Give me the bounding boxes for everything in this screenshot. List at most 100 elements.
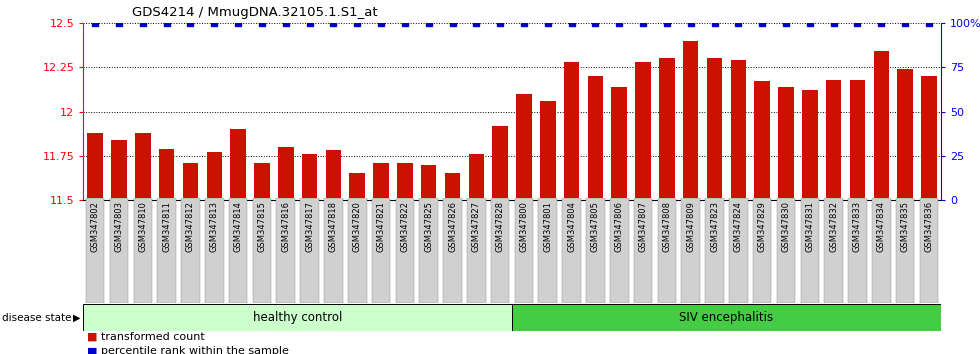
Bar bbox=[276, 198, 295, 303]
Text: GSM347805: GSM347805 bbox=[591, 201, 600, 252]
Text: GSM347823: GSM347823 bbox=[710, 201, 719, 252]
Bar bbox=[588, 76, 603, 200]
Text: GSM347806: GSM347806 bbox=[614, 201, 623, 252]
Text: GSM347802: GSM347802 bbox=[91, 201, 100, 252]
Bar bbox=[564, 62, 579, 200]
Text: GSM347825: GSM347825 bbox=[424, 201, 433, 252]
Bar bbox=[158, 198, 176, 303]
Bar bbox=[254, 163, 270, 200]
Text: disease state: disease state bbox=[2, 313, 72, 323]
Text: GDS4214 / MmugDNA.32105.1.S1_at: GDS4214 / MmugDNA.32105.1.S1_at bbox=[132, 6, 378, 19]
Bar bbox=[182, 163, 198, 200]
Text: GSM347814: GSM347814 bbox=[233, 201, 243, 252]
Text: GSM347821: GSM347821 bbox=[376, 201, 385, 252]
Bar bbox=[635, 62, 651, 200]
Bar bbox=[610, 198, 628, 303]
Bar bbox=[802, 90, 817, 200]
Bar bbox=[135, 133, 151, 200]
Text: GSM347813: GSM347813 bbox=[210, 201, 219, 252]
Bar bbox=[778, 87, 794, 200]
Text: GSM347833: GSM347833 bbox=[853, 201, 862, 252]
Text: GSM347809: GSM347809 bbox=[686, 201, 695, 252]
Text: GSM347810: GSM347810 bbox=[138, 201, 147, 252]
Text: GSM347818: GSM347818 bbox=[329, 201, 338, 252]
Bar bbox=[421, 165, 436, 200]
Bar bbox=[87, 133, 103, 200]
Text: GSM347829: GSM347829 bbox=[758, 201, 766, 252]
Text: healthy control: healthy control bbox=[253, 311, 342, 324]
Text: GSM347815: GSM347815 bbox=[258, 201, 267, 252]
Bar bbox=[348, 198, 367, 303]
Text: GSM347830: GSM347830 bbox=[781, 201, 791, 252]
Bar bbox=[873, 51, 889, 200]
Text: GSM347807: GSM347807 bbox=[639, 201, 648, 252]
Bar bbox=[373, 163, 389, 200]
Bar bbox=[159, 149, 174, 200]
Text: GSM347804: GSM347804 bbox=[567, 201, 576, 252]
Bar bbox=[729, 198, 748, 303]
Bar bbox=[133, 198, 152, 303]
Bar bbox=[371, 198, 390, 303]
Text: GSM347835: GSM347835 bbox=[901, 201, 909, 252]
Text: GSM347826: GSM347826 bbox=[448, 201, 457, 252]
Bar bbox=[324, 198, 343, 303]
Bar bbox=[826, 80, 842, 200]
Bar bbox=[514, 198, 533, 303]
Bar bbox=[302, 154, 318, 200]
Bar bbox=[706, 198, 724, 303]
Bar bbox=[467, 198, 486, 303]
Bar bbox=[898, 69, 912, 200]
Bar bbox=[419, 198, 438, 303]
Bar bbox=[468, 154, 484, 200]
Bar bbox=[278, 147, 293, 200]
Bar bbox=[205, 198, 223, 303]
Text: ■: ■ bbox=[87, 346, 98, 354]
Bar bbox=[300, 198, 318, 303]
Bar bbox=[824, 198, 843, 303]
Bar bbox=[397, 163, 413, 200]
Text: ■: ■ bbox=[87, 332, 98, 342]
Bar bbox=[492, 126, 508, 200]
Bar bbox=[538, 198, 557, 303]
Text: GSM347822: GSM347822 bbox=[401, 201, 410, 252]
Bar bbox=[586, 198, 605, 303]
Text: SIV encephalitis: SIV encephalitis bbox=[679, 311, 773, 324]
Bar bbox=[563, 198, 581, 303]
Bar bbox=[753, 198, 771, 303]
Text: GSM347811: GSM347811 bbox=[162, 201, 172, 252]
Bar bbox=[253, 198, 271, 303]
Bar bbox=[230, 129, 246, 200]
Bar bbox=[540, 101, 556, 200]
Text: GSM347803: GSM347803 bbox=[115, 201, 123, 252]
Bar bbox=[207, 152, 222, 200]
Bar bbox=[731, 60, 746, 200]
Text: ▶: ▶ bbox=[73, 313, 80, 323]
Bar bbox=[516, 94, 532, 200]
Bar bbox=[683, 41, 699, 200]
Text: GSM347824: GSM347824 bbox=[734, 201, 743, 252]
Bar bbox=[445, 173, 461, 200]
Bar bbox=[396, 198, 415, 303]
Bar bbox=[443, 198, 462, 303]
Bar bbox=[634, 198, 653, 303]
Bar bbox=[872, 198, 891, 303]
Bar bbox=[110, 198, 128, 303]
Bar bbox=[612, 87, 627, 200]
Bar bbox=[848, 198, 866, 303]
Bar bbox=[755, 81, 770, 200]
Bar bbox=[681, 198, 700, 303]
Text: percentile rank within the sample: percentile rank within the sample bbox=[101, 346, 289, 354]
Text: GSM347820: GSM347820 bbox=[353, 201, 362, 252]
Text: GSM347801: GSM347801 bbox=[543, 201, 553, 252]
Text: GSM347812: GSM347812 bbox=[186, 201, 195, 252]
Bar bbox=[112, 140, 126, 200]
Text: transformed count: transformed count bbox=[101, 332, 205, 342]
Bar bbox=[707, 58, 722, 200]
Bar bbox=[325, 150, 341, 200]
Text: GSM347817: GSM347817 bbox=[305, 201, 314, 252]
Text: GSM347831: GSM347831 bbox=[806, 201, 814, 252]
Bar bbox=[660, 58, 674, 200]
Text: GSM347836: GSM347836 bbox=[924, 201, 933, 252]
Text: GSM347834: GSM347834 bbox=[877, 201, 886, 252]
Bar bbox=[229, 198, 247, 303]
